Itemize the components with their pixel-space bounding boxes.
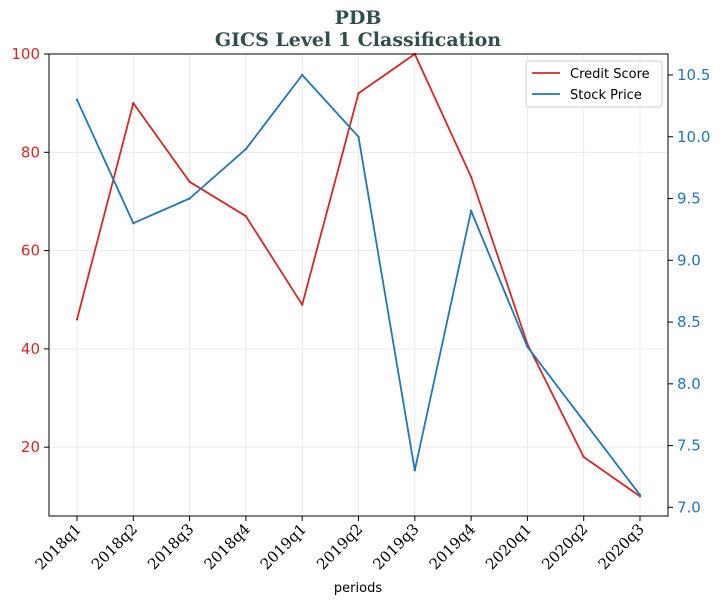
x-tick-label: 2020q1 xyxy=(482,520,535,573)
left-tick-label: 60 xyxy=(21,242,40,260)
data-point-stock-price xyxy=(469,209,473,213)
data-point-stock-price xyxy=(75,98,79,101)
x-tick-label: 2019q3 xyxy=(369,520,422,573)
right-tick-label: 9.0 xyxy=(677,251,701,269)
series-layer xyxy=(75,52,642,498)
data-point-stock-price xyxy=(132,222,135,225)
right-tick-label: 8.5 xyxy=(677,313,701,331)
data-point-credit-score xyxy=(75,318,79,321)
x-tick-label: 2020q2 xyxy=(538,520,591,573)
x-tick-label: 2018q2 xyxy=(88,520,141,573)
x-tick-label: 2020q3 xyxy=(595,520,648,573)
data-point-credit-score xyxy=(244,214,248,218)
left-tick-label: 80 xyxy=(21,143,40,161)
right-axis: 7.0 7.5 8.0 8.5 9.0 9.5 10.0 10.5 xyxy=(668,66,710,516)
chart-title: PDB xyxy=(335,7,382,29)
chart-subtitle: GICS Level 1 Classification xyxy=(215,29,501,51)
data-point-stock-price xyxy=(301,73,304,77)
data-point-stock-price xyxy=(582,419,585,423)
data-point-stock-price xyxy=(638,493,642,497)
left-tick-label: 40 xyxy=(21,340,40,358)
x-tick-label: 2019q2 xyxy=(313,520,366,573)
data-point-credit-score xyxy=(132,101,135,105)
data-point-credit-score xyxy=(357,92,360,95)
left-tick-label: 100 xyxy=(11,45,40,63)
data-point-credit-score xyxy=(301,303,304,306)
right-tick-label: 10.0 xyxy=(677,128,710,146)
data-point-stock-price xyxy=(244,147,248,151)
x-axis-label: periods xyxy=(334,581,382,596)
x-tick-label: 2018q1 xyxy=(32,520,85,573)
x-tick-label: 2018q3 xyxy=(144,520,197,573)
grid xyxy=(49,53,668,516)
x-tick-label: 2019q4 xyxy=(426,520,479,573)
data-point-stock-price xyxy=(526,345,529,348)
x-tick-label: 2019q1 xyxy=(257,520,310,573)
right-tick-label: 7.5 xyxy=(677,437,701,455)
x-tick-label: 2018q4 xyxy=(200,520,253,573)
x-axis: 2018q1 2018q2 2018q3 2018q4 2019q1 2019q2 2019… xyxy=(32,516,648,573)
data-point-stock-price xyxy=(413,469,416,472)
legend-label-credit-score: Credit Score xyxy=(570,67,650,82)
data-point-credit-score xyxy=(469,175,473,179)
right-tick-label: 7.0 xyxy=(677,498,701,516)
data-point-stock-price xyxy=(188,197,191,200)
left-tick-label: 20 xyxy=(21,438,40,456)
right-tick-label: 9.5 xyxy=(677,190,701,208)
left-axis: 20 40 60 80 100 xyxy=(11,45,49,456)
legend: Credit Score Stock Price xyxy=(525,60,663,108)
right-tick-label: 8.0 xyxy=(677,375,701,393)
data-point-credit-score xyxy=(582,455,585,459)
data-point-stock-price xyxy=(357,135,360,138)
right-tick-label: 10.5 xyxy=(677,66,710,84)
legend-label-stock-price: Stock Price xyxy=(570,88,642,103)
data-point-credit-score xyxy=(188,180,191,183)
